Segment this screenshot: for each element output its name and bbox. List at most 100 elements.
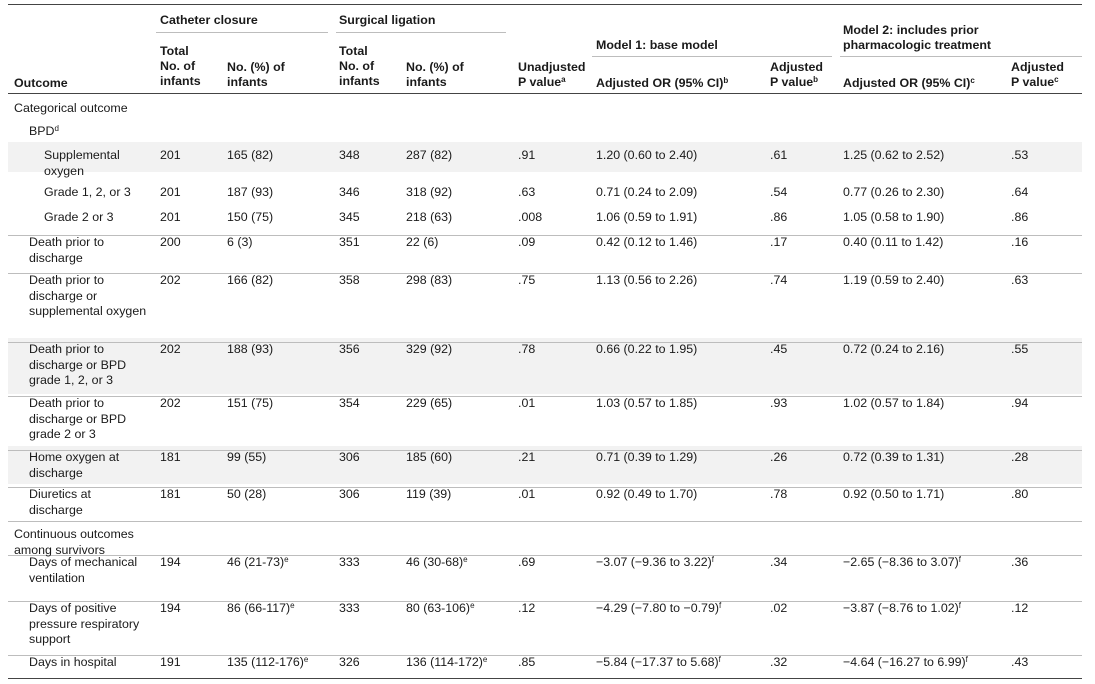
model2-or-cell: 0.92 (0.50 to 1.71): [843, 487, 944, 503]
sl-count-cell: 329 (92): [406, 342, 452, 358]
sl-count-cell: 22 (6): [406, 235, 438, 251]
cc-count-cell: 6 (3): [227, 235, 252, 251]
unadjusted-p-cell-text: .75: [518, 273, 536, 287]
outcome-label: Supplemental oxygen: [44, 148, 147, 179]
unadjusted-p-cell: .69: [518, 555, 535, 571]
model1-p-cell-text: .26: [770, 450, 788, 464]
row-separator: [8, 342, 1082, 343]
sl-count-cell-text: 329 (92): [406, 342, 453, 356]
outcome-label-text: Supplemental oxygen: [44, 148, 120, 178]
unadjusted-p-cell: .01: [518, 487, 535, 503]
model2-p-cell: .53: [1011, 148, 1028, 164]
model2-p-cell-text: .86: [1011, 210, 1029, 224]
model1-p-cell-text: .45: [770, 342, 788, 356]
sl-count-cell-text: 119 (39): [406, 487, 452, 501]
sl-count-cell: 136 (114-172)e: [406, 655, 487, 671]
model2-p-cell-text: .80: [1011, 487, 1029, 501]
model2-p-cell-text: .43: [1011, 655, 1029, 669]
outcome-label: Days in hospital: [29, 655, 147, 671]
model2-or-cell-footnote: f: [965, 655, 968, 664]
model1-or-cell-footnote: f: [718, 655, 721, 664]
sl-total-cell-text: 306: [339, 487, 360, 501]
model1-or-cell: 1.06 (0.59 to 1.91): [596, 210, 697, 226]
model2-p-cell: .55: [1011, 342, 1028, 358]
model2-or-cell-text: 1.02 (0.57 to 1.84): [843, 396, 945, 410]
cc-total-cell-text: 201: [160, 148, 181, 162]
sl-count-cell: 298 (83): [406, 273, 452, 289]
model1-or-cell: 0.66 (0.22 to 1.95): [596, 342, 697, 358]
sl-total-cell-text: 326: [339, 655, 360, 669]
model1-adjusted-p-header-footnote: b: [813, 75, 819, 84]
cc-no-pct-header-text: No. (%) of infants: [227, 60, 285, 89]
model2-or-cell-text: 0.72 (0.39 to 1.31): [843, 450, 945, 464]
outcome-label: Death prior to discharge or BPD grade 1,…: [29, 342, 147, 389]
model1-or-cell: 1.13 (0.56 to 2.26): [596, 273, 697, 289]
outcome-label-text: Diuretics at discharge: [29, 487, 91, 517]
model2-or-cell: 1.02 (0.57 to 1.84): [843, 396, 944, 412]
unadjusted-p-header-text: Unadjusted P value: [518, 60, 586, 89]
model2-adjusted-p-header: Adjusted P valuec: [1011, 60, 1073, 90]
model2-p-cell-text: .36: [1011, 555, 1029, 569]
model1-adjusted-or-header-footnote: b: [723, 76, 729, 85]
section-continuous-outcomes-text: Continuous outcomes among survivors: [14, 527, 134, 557]
model2-p-cell: .63: [1011, 273, 1028, 289]
sl-total-cell-text: 333: [339, 555, 360, 569]
sl-count-cell: 318 (92): [406, 185, 452, 201]
cc-total-cell-text: 202: [160, 273, 181, 287]
cc-count-cell: 99 (55): [227, 450, 266, 466]
sl-total-cell: 306: [339, 487, 360, 503]
cc-total-cell-text: 181: [160, 450, 181, 464]
outcome-label: Diuretics at discharge: [29, 487, 147, 518]
cc-total-cell-text: 201: [160, 210, 181, 224]
model2-p-cell: .94: [1011, 396, 1028, 412]
cc-count-cell-text: 151 (75): [227, 396, 274, 410]
model1-or-cell-text: 1.03 (0.57 to 1.85): [596, 396, 698, 410]
cc-count-cell: 165 (82): [227, 148, 273, 164]
outcome-label: Days of mechanical ventilation: [29, 555, 147, 586]
unadjusted-p-cell-text: .01: [518, 487, 536, 501]
sl-count-cell: 229 (65): [406, 396, 452, 412]
outcome-label-text: Death prior to discharge or supplemental…: [29, 273, 147, 319]
cc-total-cell: 194: [160, 555, 181, 571]
unadjusted-p-header: Unadjusted P valuea: [518, 60, 590, 90]
model1-p-cell: .26: [770, 450, 787, 466]
model1-or-cell: 0.92 (0.49 to 1.70): [596, 487, 697, 503]
model1-p-cell: .32: [770, 655, 787, 671]
sl-count-cell: 46 (30-68)e: [406, 555, 468, 571]
model2-p-cell-text: .28: [1011, 450, 1029, 464]
model2-or-cell-footnote: f: [958, 555, 961, 564]
sl-count-cell: 185 (60): [406, 450, 452, 466]
section-bpd-footnote: d: [54, 124, 59, 133]
cc-total-cell-text: 194: [160, 601, 181, 615]
model1-or-cell: −4.29 (−7.80 to −0.79)f: [596, 601, 721, 617]
cc-total-cell: 202: [160, 396, 181, 412]
model1-or-cell: 0.71 (0.39 to 1.29): [596, 450, 697, 466]
model2-or-cell: −3.87 (−8.76 to 1.02)f: [843, 601, 961, 617]
model2-or-cell: −4.64 (−16.27 to 6.99)f: [843, 655, 968, 671]
model2-or-cell: 1.25 (0.62 to 2.52): [843, 148, 944, 164]
outcome-label-text: Home oxygen at discharge: [29, 450, 120, 480]
model1-p-cell: .61: [770, 148, 787, 164]
model1-p-cell-text: .86: [770, 210, 788, 224]
cc-total-cell: 181: [160, 450, 181, 466]
model1-or-cell-text: −4.29 (−7.80 to −0.79): [596, 601, 719, 615]
outcome-label: Grade 1, 2, or 3: [44, 185, 147, 201]
catheter-closure-header-text: Catheter closure: [160, 13, 258, 27]
sl-count-cell-text: 218 (63): [406, 210, 453, 224]
sl-total-cell: 348: [339, 148, 360, 164]
model1-or-cell-text: 0.42 (0.12 to 1.46): [596, 235, 698, 249]
sl-total-header: Total No. of infants: [339, 44, 391, 89]
cc-total-cell-text: 202: [160, 396, 181, 410]
model2-or-cell-text: 0.40 (0.11 to 1.42): [843, 235, 944, 249]
row-shading-band: [8, 338, 1082, 394]
model2-or-cell-footnote: f: [958, 601, 961, 610]
unadjusted-p-cell-text: .12: [518, 601, 536, 615]
model1-p-cell: .74: [770, 273, 787, 289]
sl-count-cell: 218 (63): [406, 210, 452, 226]
sl-total-cell-text: 306: [339, 450, 360, 464]
cc-count-cell: 46 (21-73)e: [227, 555, 289, 571]
model2-p-cell: .36: [1011, 555, 1028, 571]
cc-count-cell-text: 166 (82): [227, 273, 274, 287]
model1-or-cell: 1.03 (0.57 to 1.85): [596, 396, 697, 412]
outcome-label: Death prior to discharge or BPD grade 2 …: [29, 396, 147, 443]
